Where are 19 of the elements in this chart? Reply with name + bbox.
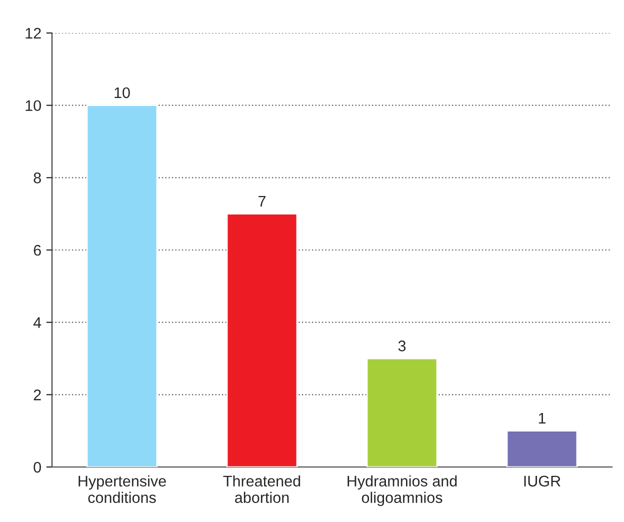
data-label: 3 <box>398 340 406 352</box>
bar <box>226 213 298 467</box>
y-tick-label: 6 <box>34 244 41 256</box>
bar <box>506 430 578 467</box>
data-label: 7 <box>258 196 266 206</box>
bar <box>86 104 158 467</box>
data-label: 1 <box>538 412 546 424</box>
y-tick-label: 2 <box>34 390 41 400</box>
bar <box>366 358 438 467</box>
y-tick-label: 0 <box>34 462 41 473</box>
x-tick-label: Hypertensive conditions <box>78 475 166 504</box>
x-tick-label: Hydramnios and oligoamnios <box>348 475 457 506</box>
x-tick-label: Threatened abortion <box>223 475 300 504</box>
y-tick-label: 4 <box>33 317 42 328</box>
x-tick-label: IUGR <box>524 476 560 487</box>
data-label: 10 <box>114 87 130 98</box>
y-tick-label: 10 <box>26 100 41 112</box>
y-tick-label: 12 <box>26 28 41 39</box>
y-tick-label: 8 <box>34 172 41 184</box>
